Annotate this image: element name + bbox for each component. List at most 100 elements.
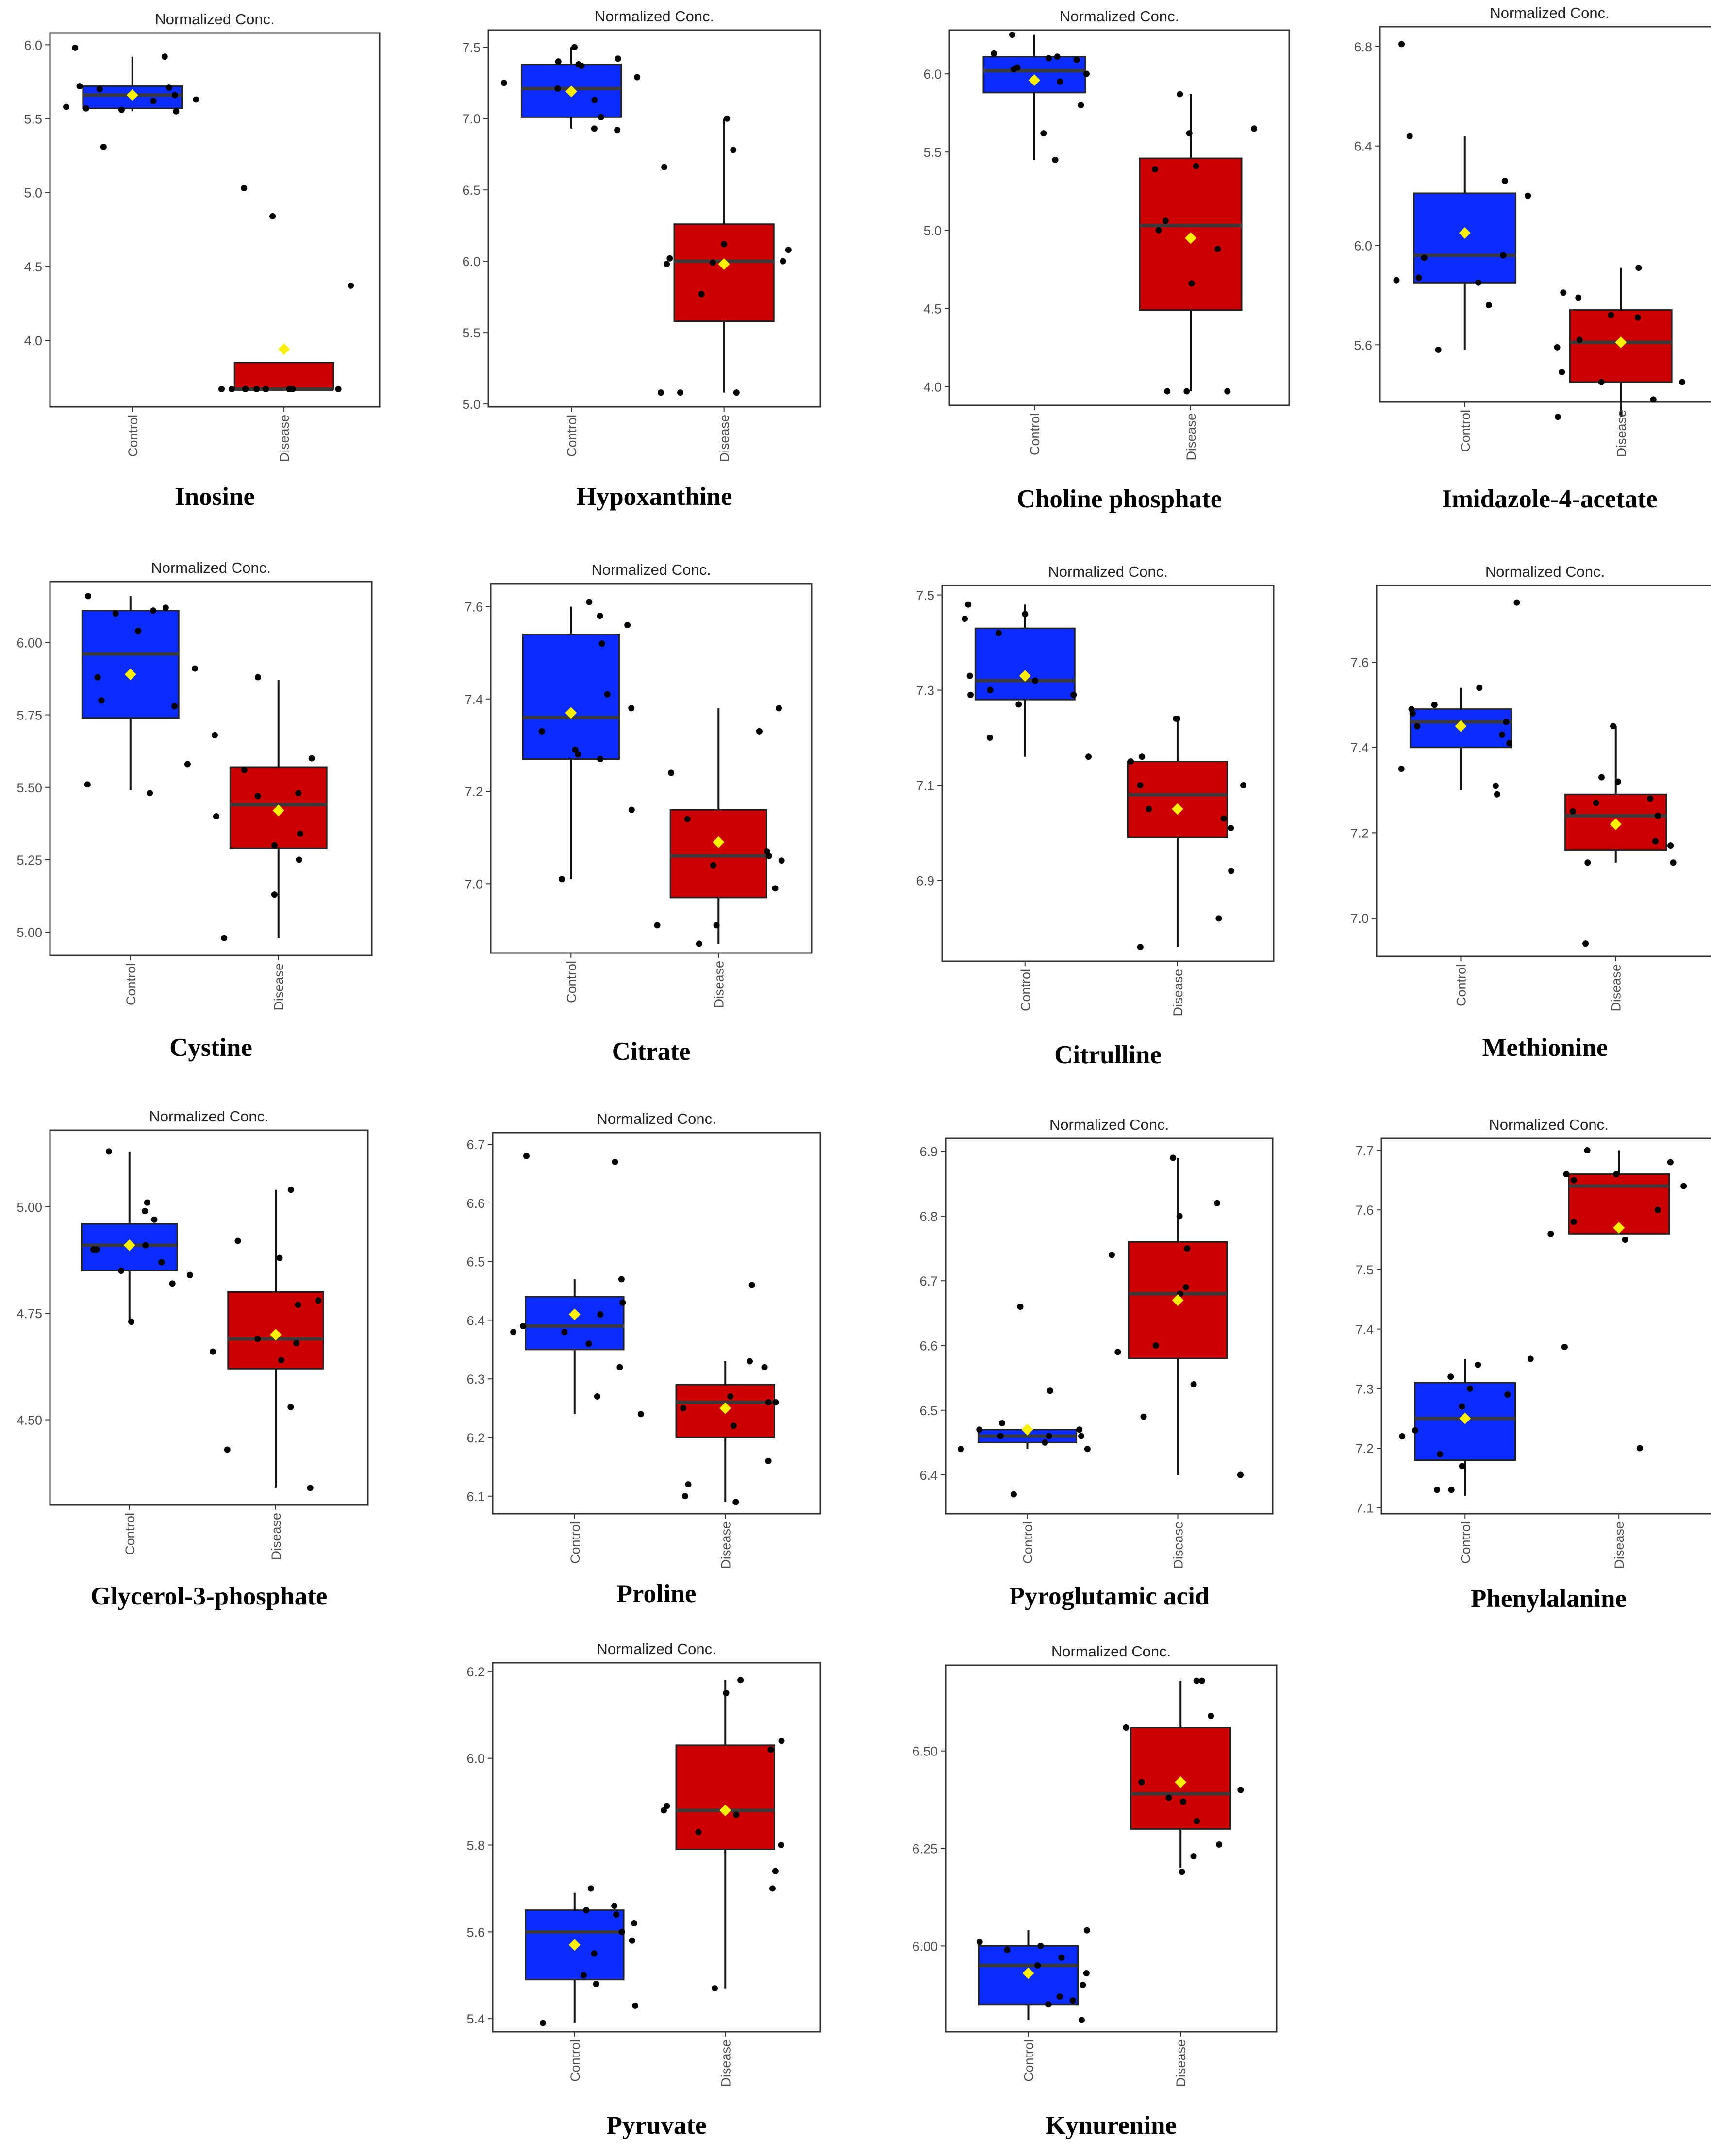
data-point	[958, 1446, 964, 1453]
x-tick-label: Disease	[1612, 1521, 1627, 1569]
data-point	[241, 185, 248, 192]
control-box	[522, 634, 620, 760]
y-tick-label: 7.4	[1355, 1322, 1374, 1337]
y-tick-label: 6.2	[466, 1431, 485, 1445]
data-point	[335, 385, 342, 392]
data-point	[761, 1364, 768, 1370]
x-tick-label: Control	[1021, 1521, 1035, 1564]
data-point	[510, 1329, 517, 1336]
y-tick-label: 7.1	[916, 778, 934, 793]
data-point	[169, 1280, 176, 1287]
data-point	[242, 385, 249, 392]
data-point	[1034, 1962, 1041, 1969]
data-point	[1680, 1183, 1687, 1189]
panel-title: Normalized Conc.	[149, 1108, 268, 1125]
data-point	[1137, 944, 1144, 951]
plot-frame	[941, 585, 1275, 962]
data-point	[1475, 279, 1482, 286]
data-point	[711, 1985, 718, 1992]
control-box	[81, 610, 180, 719]
data-point	[93, 1246, 100, 1253]
panel-title: Normalized Conc.	[1489, 1116, 1608, 1133]
mean-marker	[1021, 1423, 1033, 1436]
x-tick-label: Disease	[718, 1521, 733, 1569]
data-point	[1190, 1853, 1197, 1860]
mean-marker	[719, 1402, 731, 1414]
mean-marker	[1171, 803, 1183, 815]
data-point	[278, 1357, 284, 1364]
mean-marker	[278, 343, 290, 355]
y-tick-label: 5.50	[17, 781, 42, 795]
data-point	[1170, 1154, 1177, 1161]
x-tick-label: Control	[568, 2039, 582, 2082]
panel-caption: Citrate	[612, 1037, 691, 1066]
x-tick-label: Control	[568, 1521, 582, 1564]
data-point	[624, 622, 631, 629]
data-point	[254, 793, 261, 800]
data-point	[658, 389, 664, 396]
x-tick-label: Disease	[1171, 1521, 1186, 1569]
data-point	[1415, 274, 1422, 281]
y-tick-label: 5.0	[24, 186, 42, 201]
data-point	[721, 241, 728, 248]
data-point	[1182, 1284, 1189, 1291]
data-point	[1503, 719, 1510, 725]
x-tick-label: Control	[1458, 410, 1473, 452]
data-point	[1004, 1946, 1011, 1953]
data-point	[778, 857, 785, 864]
data-point	[112, 610, 119, 617]
data-point	[1476, 685, 1483, 691]
data-point	[1054, 53, 1061, 60]
data-point	[1614, 778, 1621, 785]
data-point	[1399, 1433, 1406, 1439]
data-point	[1224, 388, 1231, 395]
y-tick-label: 7.3	[1355, 1382, 1374, 1396]
data-point	[1052, 156, 1059, 163]
data-point	[228, 385, 235, 392]
data-point	[1220, 815, 1227, 822]
data-point	[308, 755, 315, 762]
data-point	[597, 613, 603, 619]
data-point	[1184, 1245, 1191, 1252]
data-point	[1083, 1970, 1090, 1977]
data-point	[523, 1153, 530, 1159]
y-tick-label: 6.5	[462, 183, 481, 198]
data-point	[727, 1393, 734, 1400]
data-point	[1058, 1954, 1065, 1961]
x-tick-label: Disease	[1184, 413, 1198, 461]
data-point	[572, 746, 579, 753]
data-point	[1214, 1200, 1221, 1206]
data-point	[1057, 78, 1063, 85]
data-point	[965, 601, 972, 608]
data-point	[287, 1187, 294, 1193]
mean-marker	[1615, 336, 1627, 349]
data-point	[709, 259, 716, 266]
data-point	[1046, 55, 1052, 62]
data-point	[616, 1364, 623, 1370]
box-plot-panel: Normalized Conc. 6.8 6.4 6.0 5.6 Control Disea…	[1354, 4, 1711, 513]
y-tick-label: 6.9	[916, 873, 934, 888]
data-point	[1046, 1433, 1052, 1439]
data-point	[1475, 1361, 1481, 1368]
data-point	[997, 1433, 1004, 1439]
data-point	[618, 1928, 625, 1935]
data-point	[1610, 723, 1617, 730]
box-plot-panel: Normalized Conc. 6.2 6.0 5.8 5.6 5.4 Control Di…	[466, 1640, 821, 2139]
y-tick-label: 7.4	[1350, 741, 1369, 755]
data-point	[224, 1446, 231, 1453]
data-point	[1654, 1206, 1661, 1213]
data-point	[611, 1903, 618, 1909]
data-point	[1070, 691, 1077, 698]
data-point	[276, 1254, 283, 1261]
data-point	[1123, 1724, 1130, 1731]
mean-marker	[568, 1308, 581, 1320]
data-point	[1570, 1219, 1577, 1225]
data-point	[732, 1499, 739, 1505]
panel-title: Normalized Conc.	[155, 11, 274, 28]
data-point	[619, 1299, 626, 1306]
data-point	[105, 1148, 112, 1155]
y-tick-label: 5.25	[17, 853, 42, 868]
y-tick-label: 4.0	[24, 334, 42, 348]
data-point	[1078, 2017, 1085, 2023]
data-point	[995, 630, 1002, 636]
